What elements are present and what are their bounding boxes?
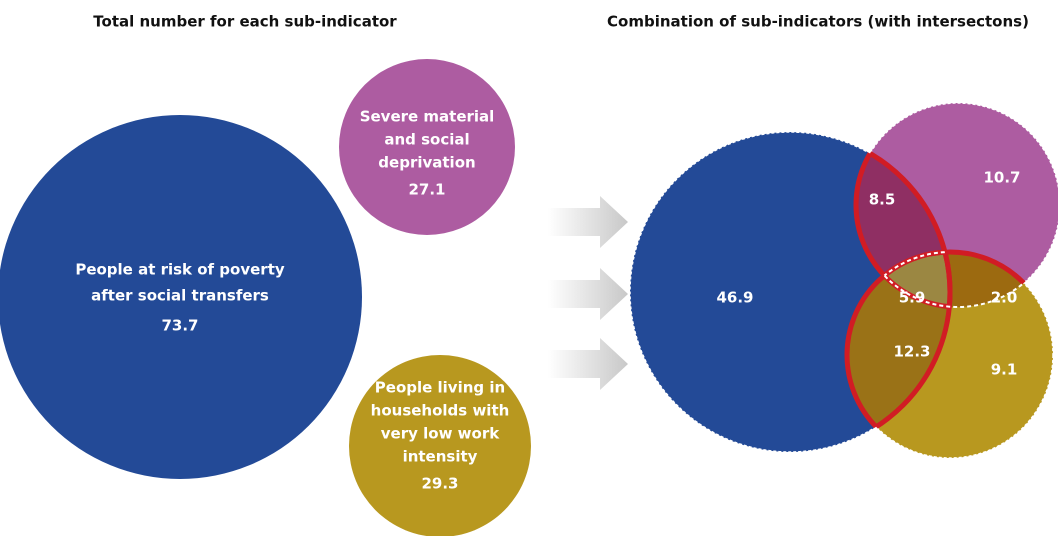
poverty-circle xyxy=(0,115,362,479)
circle-value: 73.7 xyxy=(161,317,198,335)
circle-label: and social xyxy=(384,131,469,149)
region-value: 46.9 xyxy=(716,289,753,307)
region-value: 9.1 xyxy=(991,361,1018,379)
circle-label: intensity xyxy=(403,448,478,466)
circle-label: People living in xyxy=(375,379,505,397)
arrows xyxy=(548,196,628,390)
left-title: Total number for each sub-indicator xyxy=(93,13,397,31)
region-value: 5.9 xyxy=(899,289,926,307)
circle-label: Severe material xyxy=(360,108,495,126)
circle-value: 27.1 xyxy=(408,181,445,199)
deprivation-circle xyxy=(339,59,515,235)
region-value: 12.3 xyxy=(893,343,930,361)
circle-label: households with xyxy=(371,402,510,420)
venn xyxy=(629,102,1058,459)
region-value: 8.5 xyxy=(869,191,896,209)
circle-label: People at risk of poverty xyxy=(75,261,285,279)
circle-label: deprivation xyxy=(378,154,475,172)
circle-value: 29.3 xyxy=(421,475,458,493)
labels: 46.9 10.7 9.1 8.5 12.3 2.0 5.9 People at… xyxy=(75,108,1020,493)
right-title: Combination of sub-indicators (with inte… xyxy=(607,13,1029,31)
region-value: 10.7 xyxy=(983,169,1020,187)
work-circle xyxy=(349,355,531,536)
circle-label: very low work xyxy=(381,425,500,443)
circle-label: after social transfers xyxy=(91,287,269,305)
region-value: 2.0 xyxy=(991,289,1018,307)
